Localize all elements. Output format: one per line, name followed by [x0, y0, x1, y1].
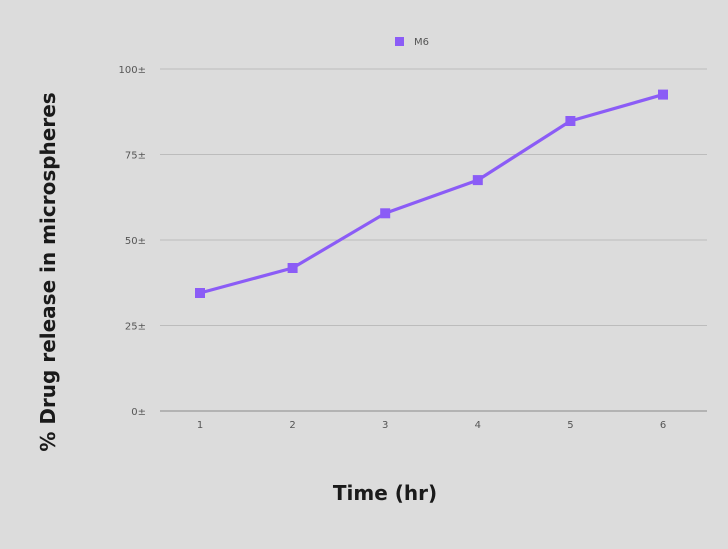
- x-tick-label-1: 1: [197, 420, 203, 431]
- gridlines: [160, 68, 707, 412]
- x-tick-label-5: 5: [567, 420, 573, 431]
- y-tick-label-25: 25±: [125, 322, 146, 333]
- legend: M6: [395, 37, 429, 48]
- y-tick-label-0: 0±: [131, 407, 146, 418]
- data-point-2: [287, 263, 298, 273]
- data-point-3: [380, 208, 391, 219]
- x-tick-label-4: 4: [475, 420, 481, 431]
- data-point-6: [658, 89, 668, 100]
- x-tick-label-6: 6: [660, 420, 666, 431]
- series-line-m6: [198, 92, 665, 295]
- y-tick-label-100: 100±: [119, 65, 146, 76]
- legend-swatch-m6: [395, 37, 404, 46]
- data-point-4: [472, 175, 483, 186]
- x-axis-ticks: 1 2 3 4 5 6: [197, 420, 666, 431]
- y-axis-title: % Drug release in microspheres: [36, 92, 60, 451]
- data-point-1: [195, 288, 205, 298]
- y-axis-ticks: 0± 25± 50± 75± 100±: [119, 65, 146, 418]
- legend-label-m6: M6: [414, 37, 429, 48]
- data-point-5: [565, 116, 576, 126]
- y-tick-label-50: 50±: [125, 236, 146, 247]
- x-tick-label-3: 3: [382, 420, 388, 431]
- y-tick-label-75: 75±: [125, 151, 146, 162]
- x-axis-title: Time (hr): [333, 481, 437, 505]
- series-group: [195, 89, 668, 298]
- x-tick-label-2: 2: [289, 420, 295, 431]
